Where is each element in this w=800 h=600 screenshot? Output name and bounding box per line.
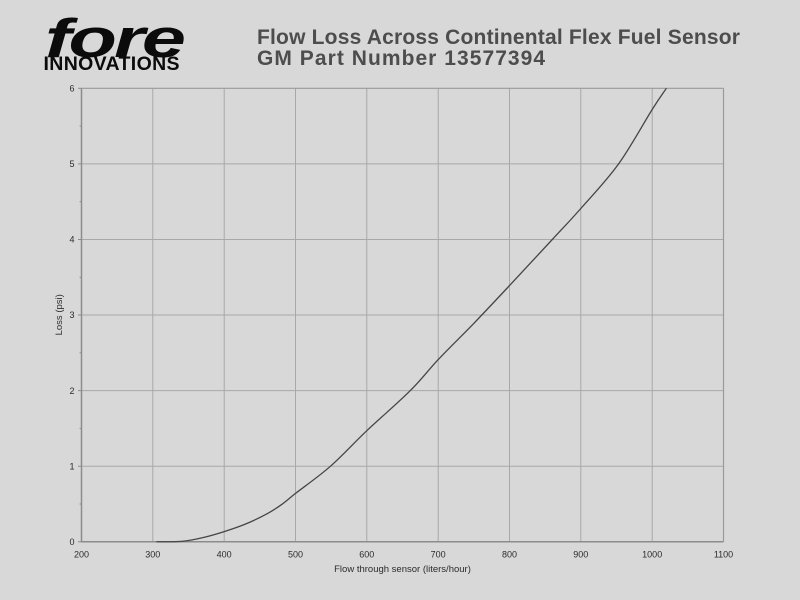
svg-text:1: 1 xyxy=(69,461,74,471)
svg-text:Loss (psi): Loss (psi) xyxy=(54,294,65,335)
svg-text:1000: 1000 xyxy=(642,550,662,560)
svg-text:1100: 1100 xyxy=(714,550,733,560)
svg-text:3: 3 xyxy=(69,310,74,320)
svg-text:4: 4 xyxy=(69,235,74,245)
svg-text:300: 300 xyxy=(145,550,160,560)
svg-text:800: 800 xyxy=(502,550,517,560)
svg-text:900: 900 xyxy=(573,550,588,560)
svg-text:400: 400 xyxy=(217,550,232,560)
svg-text:200: 200 xyxy=(74,550,89,560)
svg-text:0: 0 xyxy=(69,537,74,547)
svg-text:6: 6 xyxy=(69,84,74,94)
svg-text:500: 500 xyxy=(288,550,303,560)
svg-text:700: 700 xyxy=(431,550,446,560)
svg-text:Flow through sensor (liters/ho: Flow through sensor (liters/hour) xyxy=(334,564,471,575)
svg-text:2: 2 xyxy=(69,386,74,396)
svg-text:600: 600 xyxy=(359,550,374,560)
svg-text:5: 5 xyxy=(69,159,74,169)
